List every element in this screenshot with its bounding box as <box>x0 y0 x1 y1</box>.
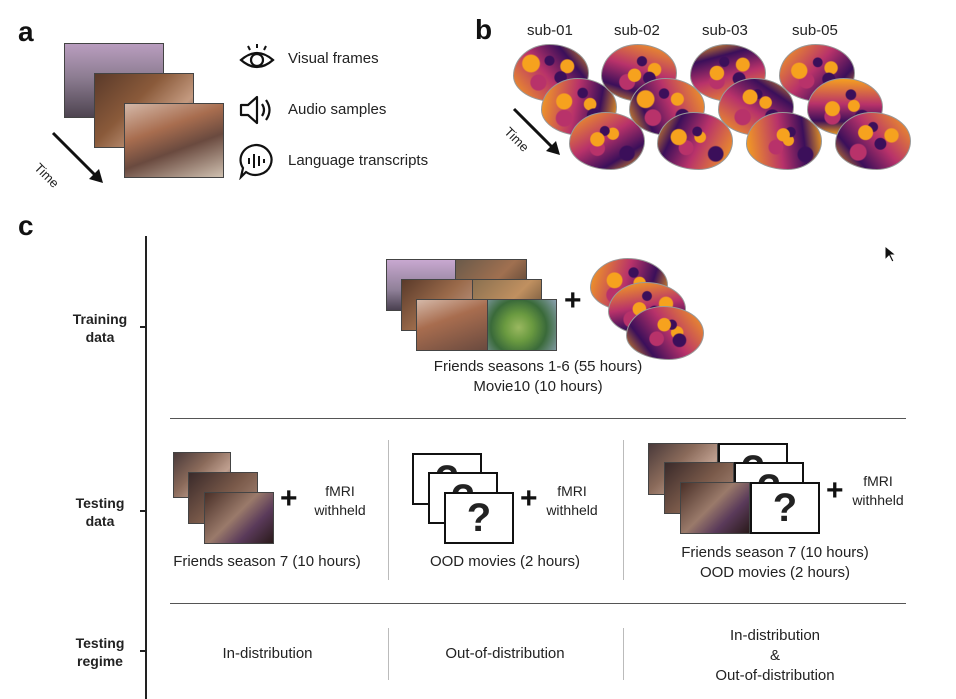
regime-in-distribution: In-distribution <box>222 645 313 662</box>
testing-caption-1: Friends season 7 (10 hours) <box>173 553 361 570</box>
subject-label: sub-01 <box>527 22 573 39</box>
row-divider <box>170 603 906 604</box>
testing-caption-3: Friends season 7 (10 hours) OOD movies (… <box>681 544 869 581</box>
row-label-testing: Testing data <box>75 495 125 529</box>
regime-out-of-distribution: Out-of-distribution <box>445 645 565 662</box>
column-divider <box>623 628 624 680</box>
fmri-withheld-label: fMRI withheld <box>852 473 904 508</box>
video-frame <box>204 492 274 544</box>
panel-letter-b: b <box>475 14 493 45</box>
training-caption-line1: Friends seasons 1-6 (55 hours) <box>433 358 643 375</box>
video-frame <box>416 299 488 351</box>
row-axis <box>145 236 147 699</box>
brain-map <box>626 306 704 360</box>
brain-map <box>746 112 822 170</box>
regime-both: In-distribution & Out-of-distribution <box>715 627 835 684</box>
column-divider <box>388 440 389 580</box>
row-label-training: Training data <box>72 311 128 345</box>
training-caption-line2: Movie10 (10 hours) <box>473 378 603 395</box>
speaker-icon <box>239 95 271 125</box>
fmri-withheld-label: fMRI withheld <box>546 483 598 518</box>
testing-caption-2: OOD movies (2 hours) <box>429 553 581 570</box>
column-divider <box>388 628 389 680</box>
plus-sign: + <box>520 482 538 515</box>
brain-map <box>569 112 645 170</box>
brain-map <box>657 112 733 170</box>
row-tick <box>140 326 146 328</box>
unknown-frame: ? <box>750 482 820 534</box>
row-divider <box>170 418 906 419</box>
video-frame <box>680 482 750 534</box>
eye-icon <box>239 44 275 69</box>
modality-label-visual: Visual frames <box>288 50 379 67</box>
video-frame <box>487 299 557 351</box>
row-tick <box>140 510 146 512</box>
column-divider <box>623 440 624 580</box>
subject-label: sub-05 <box>792 22 838 39</box>
time-arrow <box>51 131 103 183</box>
mouse-cursor-icon <box>884 245 898 263</box>
row-label-regime: Testing regime <box>75 635 125 669</box>
plus-sign: + <box>826 474 844 507</box>
modality-label-language: Language transcripts <box>288 152 429 169</box>
subject-label: sub-03 <box>702 22 748 39</box>
unknown-frame: ? <box>444 492 514 544</box>
video-frame <box>124 103 224 178</box>
row-tick <box>140 650 146 652</box>
modality-label-audio: Audio samples <box>288 101 387 118</box>
plus-sign: + <box>280 482 298 515</box>
subject-label: sub-02 <box>614 22 660 39</box>
plus-sign: + <box>564 284 582 317</box>
panel-letter-c: c <box>18 210 34 241</box>
speech-bubble-icon <box>239 143 273 180</box>
panel-letter-a: a <box>18 16 34 47</box>
time-arrow <box>512 107 560 155</box>
fmri-withheld-label: fMRI withheld <box>314 483 366 518</box>
brain-map <box>835 112 911 170</box>
